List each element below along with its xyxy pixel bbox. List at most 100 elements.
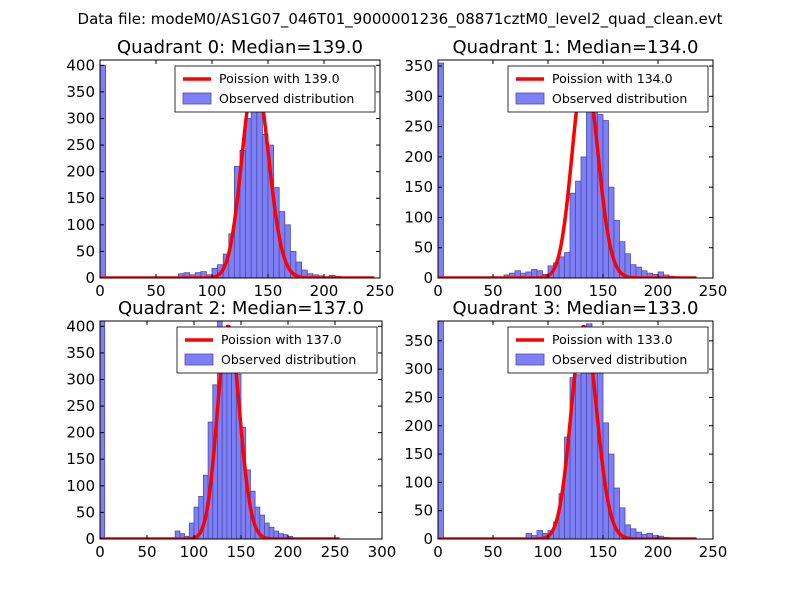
histogram-bar bbox=[569, 192, 576, 278]
y-tick-label: 300 bbox=[404, 360, 433, 378]
y-tick-label: 0 bbox=[423, 530, 433, 548]
quadrant-2-plot-area bbox=[100, 321, 341, 539]
y-tick-label: 350 bbox=[404, 57, 433, 75]
histogram-bar bbox=[245, 118, 252, 278]
y-tick-label: 300 bbox=[66, 109, 95, 127]
x-tick-label: 200 bbox=[644, 282, 673, 300]
quadrant-3-title: Quadrant 3: Median=133.0 bbox=[453, 298, 699, 319]
legend-fit-label: Poission with 133.0 bbox=[552, 332, 673, 347]
y-tick-label: 200 bbox=[404, 148, 433, 166]
quadrant-1-title: Quadrant 1: Median=134.0 bbox=[453, 37, 699, 58]
quadrant-3-plot-area bbox=[438, 321, 698, 539]
x-tick-label: 0 bbox=[95, 543, 105, 561]
legend-fit-label: Poission with 137.0 bbox=[221, 332, 342, 347]
histogram-bar bbox=[575, 180, 582, 278]
x-tick-label: 100 bbox=[534, 282, 563, 300]
y-tick-label: 200 bbox=[66, 163, 95, 181]
quadrant-3-chart: Quadrant 3: Median=133.0 0 50 100 150 200 250 0… bbox=[404, 298, 727, 561]
x-tick-label: 0 bbox=[433, 543, 443, 561]
y-tick-label: 50 bbox=[414, 502, 433, 520]
histogram-bar bbox=[619, 507, 626, 539]
histogram-bar bbox=[100, 321, 106, 539]
y-tick-label: 350 bbox=[404, 332, 433, 350]
x-tick-label: 250 bbox=[699, 543, 728, 561]
legend-bar-swatch bbox=[515, 353, 545, 366]
legend-bar-swatch bbox=[184, 353, 214, 366]
y-tick-label: 400 bbox=[66, 317, 95, 335]
x-tick-label: 200 bbox=[644, 543, 673, 561]
legend-bar-label: Observed distribution bbox=[552, 91, 687, 106]
x-tick-label: 50 bbox=[137, 543, 156, 561]
x-tick-label: 250 bbox=[699, 282, 728, 300]
x-tick-label: 150 bbox=[227, 543, 256, 561]
poisson-fit-line bbox=[100, 324, 341, 539]
y-tick-label: 150 bbox=[404, 178, 433, 196]
page-title: Data file: modeM0/AS1G07_046T01_90000012… bbox=[78, 10, 723, 29]
y-tick-label: 200 bbox=[404, 417, 433, 435]
y-tick-label: 250 bbox=[66, 397, 95, 415]
y-tick-label: 100 bbox=[404, 208, 433, 226]
legend: Poission with 139.0 Observed distribution bbox=[174, 65, 376, 113]
histogram-bar bbox=[256, 102, 263, 278]
legend-bar-label: Observed distribution bbox=[221, 352, 356, 367]
quadrant-1-chart: Quadrant 1: Median=134.0 0 50 100 150 200 250 0… bbox=[404, 37, 727, 300]
legend-fit-label: Poission with 139.0 bbox=[219, 71, 340, 86]
x-tick-label: 150 bbox=[589, 543, 618, 561]
x-tick-label: 150 bbox=[589, 282, 618, 300]
y-tick-label: 250 bbox=[404, 118, 433, 136]
legend-bar-swatch bbox=[182, 92, 212, 105]
x-tick-label: 150 bbox=[254, 282, 283, 300]
histogram-bar bbox=[221, 363, 228, 539]
y-tick-label: 50 bbox=[76, 242, 95, 260]
quadrant-0-title: Quadrant 0: Median=139.0 bbox=[117, 37, 363, 58]
y-tick-label: 0 bbox=[423, 269, 433, 287]
x-tick-label: 0 bbox=[95, 282, 105, 300]
x-tick-label: 50 bbox=[483, 543, 502, 561]
poisson-fit-line bbox=[438, 67, 698, 278]
histogram-bar bbox=[226, 352, 232, 539]
y-tick-label: 150 bbox=[404, 445, 433, 463]
x-tick-label: 50 bbox=[146, 282, 165, 300]
x-tick-label: 300 bbox=[368, 543, 397, 561]
y-tick-label: 300 bbox=[66, 370, 95, 388]
y-tick-label: 350 bbox=[66, 344, 95, 362]
legend-bar-label: Observed distribution bbox=[552, 352, 687, 367]
legend-fit-label: Poission with 134.0 bbox=[552, 71, 673, 86]
poisson-fit-line bbox=[438, 324, 698, 539]
y-tick-label: 400 bbox=[66, 56, 95, 74]
x-tick-label: 250 bbox=[366, 282, 395, 300]
x-tick-label: 50 bbox=[483, 282, 502, 300]
y-tick-label: 300 bbox=[404, 87, 433, 105]
axes-frame bbox=[437, 59, 714, 279]
y-tick-label: 250 bbox=[66, 136, 95, 154]
y-tick-label: 50 bbox=[414, 239, 433, 257]
histogram-bar bbox=[564, 252, 571, 278]
quadrant-panels: Quadrant 0: Median=139.0 0 50 100 150 200 250 0… bbox=[66, 37, 727, 561]
quadrant-2-title: Quadrant 2: Median=137.0 bbox=[118, 298, 364, 319]
y-tick-label: 250 bbox=[404, 388, 433, 406]
y-tick-label: 350 bbox=[66, 83, 95, 101]
y-tick-label: 150 bbox=[66, 189, 95, 207]
y-tick-label: 200 bbox=[66, 424, 95, 442]
poisson-fit-line bbox=[100, 74, 376, 278]
quadrant-0-chart: Quadrant 0: Median=139.0 0 50 100 150 200 250 0… bbox=[66, 37, 394, 300]
quadrant-2-chart: Quadrant 2: Median=137.0 0 50 100 150 200 250 3… bbox=[66, 298, 396, 561]
legend: Poission with 133.0 Observed distribution bbox=[507, 326, 709, 374]
x-tick-label: 0 bbox=[433, 282, 443, 300]
y-tick-label: 0 bbox=[85, 269, 95, 287]
histogram-bar bbox=[438, 321, 444, 539]
x-tick-label: 250 bbox=[321, 543, 350, 561]
x-tick-label: 100 bbox=[534, 543, 563, 561]
histogram-bar bbox=[558, 256, 565, 278]
histogram-bar bbox=[586, 95, 593, 278]
legend: Poission with 134.0 Observed distribution bbox=[507, 65, 709, 113]
axes-frame bbox=[99, 59, 381, 279]
x-tick-label: 200 bbox=[310, 282, 339, 300]
x-tick-label: 200 bbox=[274, 543, 303, 561]
legend-bar-label: Observed distribution bbox=[219, 91, 354, 106]
y-tick-label: 150 bbox=[66, 450, 95, 468]
y-tick-label: 100 bbox=[66, 477, 95, 495]
axes-frame bbox=[437, 320, 714, 540]
y-tick-label: 100 bbox=[66, 216, 95, 234]
